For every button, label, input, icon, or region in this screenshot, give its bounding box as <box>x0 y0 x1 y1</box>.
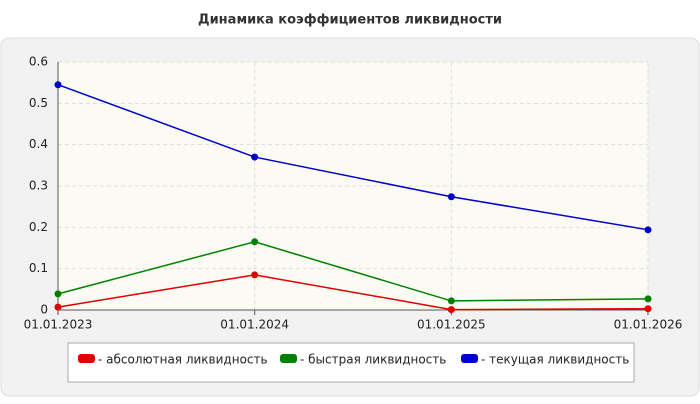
y-tick-label: 0.4 <box>29 137 48 151</box>
point <box>251 153 259 161</box>
legend-swatch <box>461 354 478 363</box>
y-tick-label: 0.5 <box>29 96 48 110</box>
legend <box>67 342 635 383</box>
point <box>251 238 259 246</box>
y-tick-label: 0 <box>40 303 48 317</box>
point <box>54 303 62 311</box>
point <box>54 290 62 298</box>
series-line <box>57 241 649 302</box>
legend-label: - текущая ликвидность <box>481 353 629 367</box>
y-tick-label: 0.3 <box>29 179 48 193</box>
point <box>447 306 455 314</box>
point <box>54 81 62 89</box>
point <box>644 295 652 303</box>
point <box>251 271 259 279</box>
point <box>447 193 455 201</box>
point <box>447 297 455 305</box>
point <box>644 305 652 313</box>
series-line <box>57 274 649 311</box>
x-tick-label: 01.01.2023 <box>24 318 93 332</box>
y-tick-label: 0.1 <box>29 261 48 275</box>
y-tick-label: 0.2 <box>29 220 48 234</box>
point <box>644 226 652 234</box>
y-tick-label: 0.6 <box>29 55 48 69</box>
x-tick-label: 01.01.2026 <box>614 318 683 332</box>
x-tick-label: 01.01.2025 <box>417 318 486 332</box>
legend-label: - быстрая ликвидность <box>300 353 446 367</box>
legend-label: - абсолютная ликвидность <box>98 353 268 367</box>
chart-title: Динамика коэффициентов ликвидности <box>198 13 502 28</box>
series-line <box>57 84 649 231</box>
legend-swatch <box>78 354 95 363</box>
x-tick-label: 01.01.2024 <box>220 318 289 332</box>
legend-swatch <box>280 354 297 363</box>
